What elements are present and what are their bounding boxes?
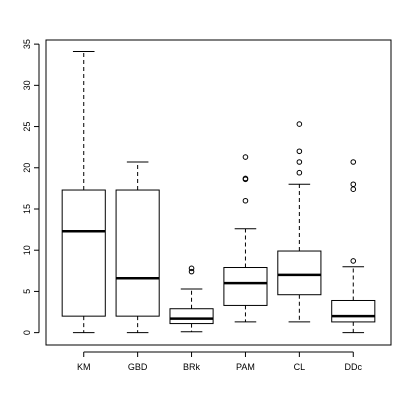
y-tick-label: 15 [22,204,32,214]
y-tick-label: 25 [22,122,32,132]
outlier-point [296,148,303,155]
x-tick-label: KM [77,362,91,372]
plot-frame [45,39,392,346]
box-iqr [61,189,106,317]
box-iqr [223,267,268,306]
y-tick-label: 35 [22,39,32,49]
outlier-point [350,181,357,188]
box-group-km [61,51,106,334]
y-tick-label: 20 [22,163,32,173]
y-axis: 0 5 10 15 20 25 30 35 [22,39,40,335]
box-iqr [169,308,214,325]
boxes-layer [61,51,376,334]
box-group-gbd [115,161,160,334]
box-group-pam [223,154,268,323]
outlier-point [188,268,195,275]
box-group-brk [169,265,214,333]
x-tick-label: PAM [236,362,255,372]
box-group-ddc [331,159,376,334]
x-tick-label: BRk [183,362,201,372]
outlier-point [242,197,249,204]
x-tick-label: GBD [128,362,148,372]
y-tick-label: 30 [22,80,32,90]
x-tick-label: DDc [345,362,363,372]
box-iqr [115,189,160,317]
x-axis: KM GBD BRk PAM CL DDc [77,351,363,372]
box-iqr [331,299,376,323]
outlier-point [242,154,249,160]
x-tick-label: CL [294,362,306,372]
box-group-cl [277,121,322,323]
box-iqr [277,250,322,296]
outlier-point [296,169,303,176]
outlier-point [350,159,357,165]
y-tick-label: 5 [22,289,32,294]
y-tick-label: 0 [22,330,32,335]
outlier-point [296,121,303,127]
outlier-point [350,258,357,264]
outlier-point [188,265,195,272]
outlier-point [242,175,249,182]
outlier-point [296,159,303,165]
y-tick-label: 10 [22,245,32,255]
